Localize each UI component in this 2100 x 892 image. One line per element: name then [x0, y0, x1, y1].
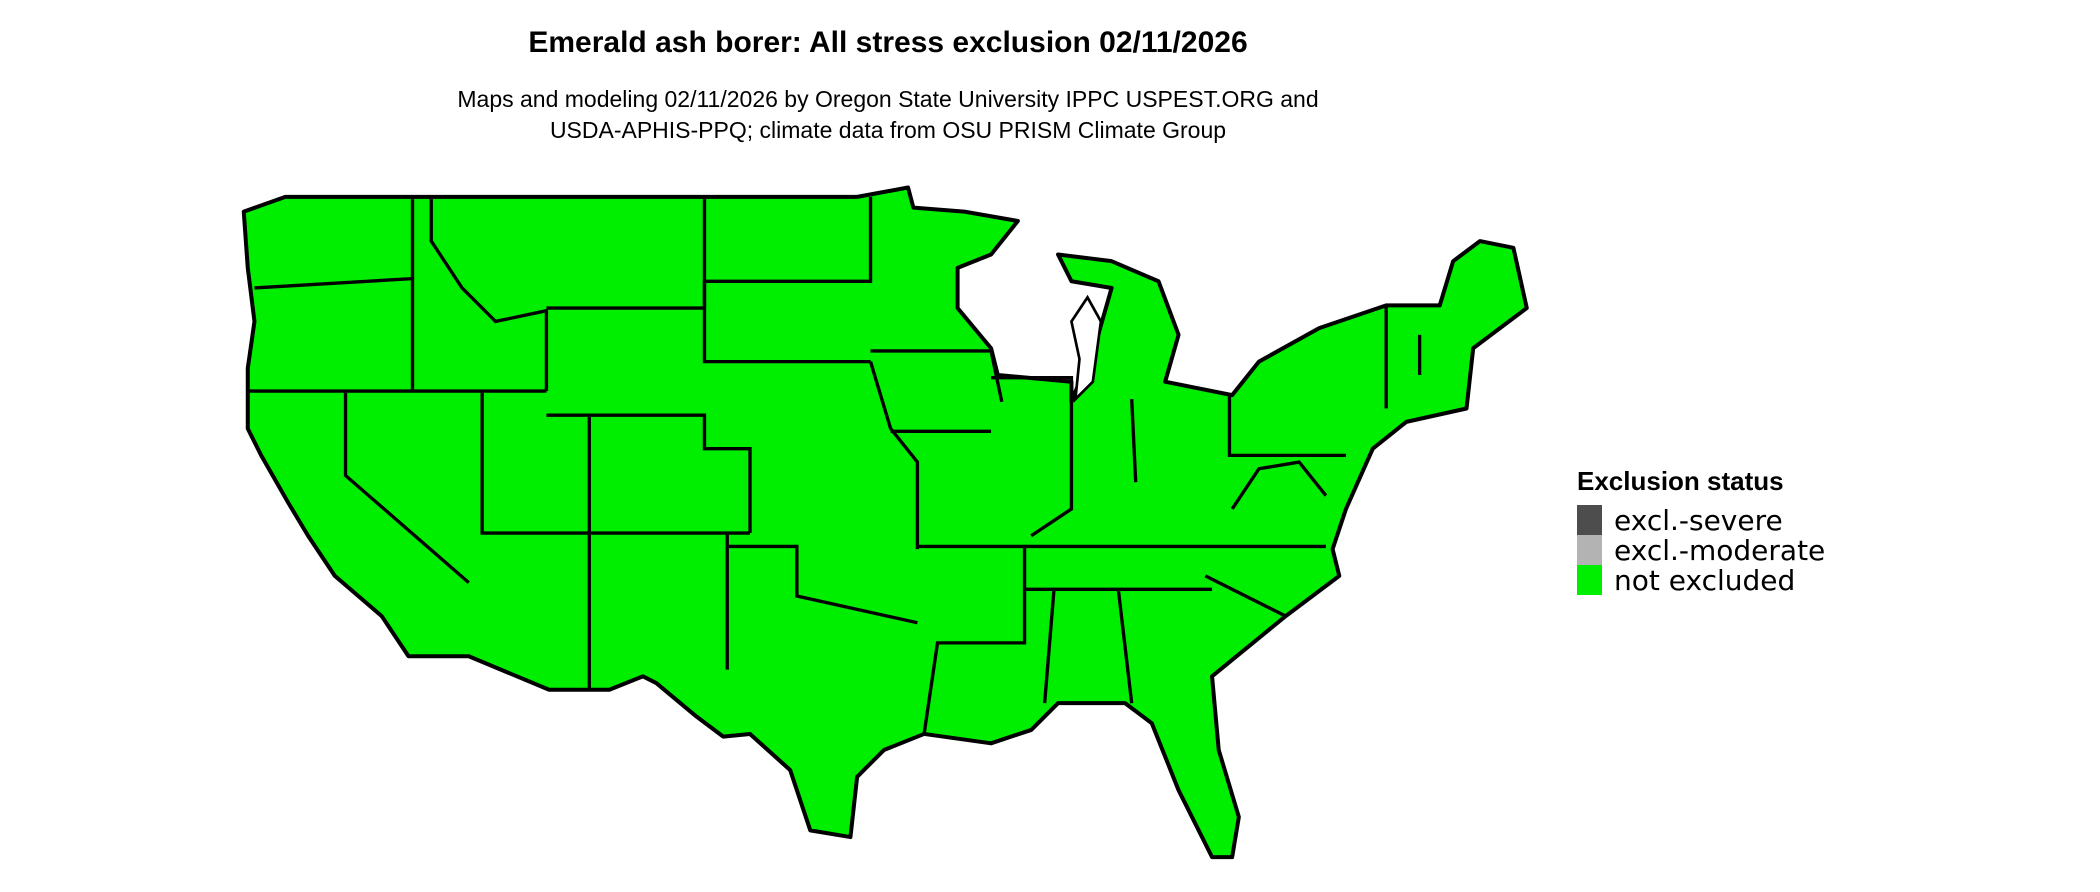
legend-label: excl.-severe: [1614, 503, 1783, 537]
legend-swatch-moderate: [1577, 535, 1602, 565]
map-title: Emerald ash borer: All stress exclusion …: [528, 26, 1248, 59]
legend-item-severe: excl.-severe: [1577, 503, 1825, 537]
legend-swatch-not-excluded: [1577, 565, 1602, 595]
us-outline: [241, 185, 1529, 860]
subtitle-line-1: Maps and modeling 02/11/2026 by Oregon S…: [457, 86, 1319, 112]
legend-item-not-excluded: not excluded: [1577, 563, 1825, 597]
subtitle-line-2: USDA-APHIS-PPQ; climate data from OSU PR…: [549, 117, 1227, 143]
lake-michigan: [1070, 294, 1103, 403]
legend-item-moderate: excl.-moderate: [1577, 533, 1826, 567]
map-subtitle: Maps and modeling 02/11/2026 by Oregon S…: [0, 84, 1776, 146]
state-borders: [247, 196, 1422, 735]
legend-label: excl.-moderate: [1614, 533, 1826, 567]
legend-swatch-severe: [1577, 505, 1602, 535]
legend-label: not excluded: [1614, 563, 1796, 597]
legend-title: Exclusion status: [1577, 466, 1784, 496]
legend: Exclusion status excl.-severe excl.-mode…: [1577, 466, 1826, 597]
